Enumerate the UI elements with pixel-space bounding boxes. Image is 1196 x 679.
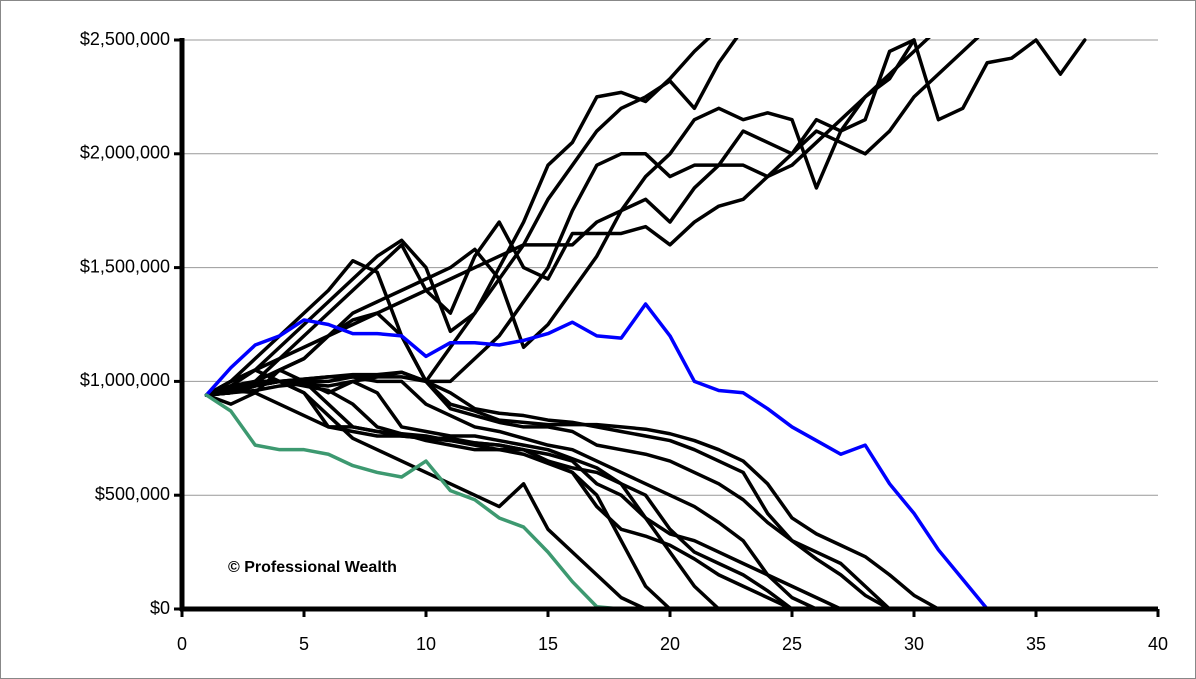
series-line xyxy=(204,38,980,397)
series-line xyxy=(204,393,623,611)
y-tick-label: $0 xyxy=(150,598,170,618)
y-tick-label: $2,500,000 xyxy=(80,29,170,49)
series-line xyxy=(204,375,941,611)
x-tick-label: 40 xyxy=(1148,634,1168,654)
y-tick-label: $1,500,000 xyxy=(80,256,170,276)
series-line xyxy=(204,38,712,397)
y-tick-label: $1,000,000 xyxy=(80,370,170,390)
x-tick-label: 35 xyxy=(1026,634,1046,654)
series-line xyxy=(204,370,892,611)
series-line xyxy=(204,379,843,611)
x-tick-label: 10 xyxy=(416,634,436,654)
x-tick-label: 30 xyxy=(904,634,924,654)
annotation: © Professional Wealth xyxy=(228,559,397,576)
y-tick-label: $2,000,000 xyxy=(80,143,170,163)
plot-lines xyxy=(204,38,1087,611)
x-tick-label: 15 xyxy=(538,634,558,654)
y-tick-label: $500,000 xyxy=(95,484,170,504)
series-line xyxy=(204,388,794,611)
series-line xyxy=(204,38,1087,397)
x-tick-label: 20 xyxy=(660,634,680,654)
x-tick-label: 0 xyxy=(177,634,187,654)
axes: $0 $500,000 $1,000,000 $1,500,000 $2,000,000… xyxy=(80,29,1168,654)
x-tick-label: 25 xyxy=(782,634,802,654)
series-line xyxy=(204,375,819,611)
series-line xyxy=(204,302,989,611)
x-tick-label: 5 xyxy=(299,634,309,654)
